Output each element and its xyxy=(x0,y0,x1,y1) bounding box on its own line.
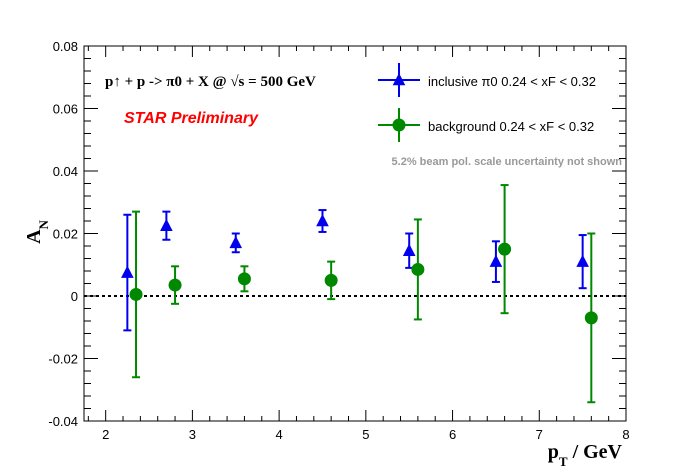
inclusive-point xyxy=(316,209,329,233)
inclusive-marker xyxy=(576,254,589,267)
x-axis-title: pT / GeV xyxy=(548,441,623,469)
y-tick-label: 0 xyxy=(71,289,78,304)
background-marker xyxy=(411,262,425,276)
background-point xyxy=(168,265,182,305)
inclusive-point xyxy=(160,210,173,241)
legend-marker xyxy=(392,73,406,86)
legend: inclusive π0 0.24 < xF < 0.32 background… xyxy=(378,63,596,142)
background-marker xyxy=(168,278,182,292)
y-axis-title: AN xyxy=(23,219,51,243)
inclusive-marker xyxy=(121,265,134,278)
reaction-label: p↑ + p -> π0 + X @ √s = 500 GeV xyxy=(105,74,316,90)
background-marker xyxy=(237,272,251,286)
background-marker xyxy=(498,242,512,256)
x-tick-label: 4 xyxy=(276,427,283,442)
inclusive-marker xyxy=(316,214,329,227)
x-tick-label: 5 xyxy=(362,427,369,442)
preliminary-label: STAR Preliminary xyxy=(124,110,259,127)
y-tick-label: -0.02 xyxy=(48,352,78,367)
plot-frame xyxy=(83,45,627,422)
background-point xyxy=(498,184,512,315)
inclusive-point xyxy=(229,232,243,254)
legend-entry-inclusive xyxy=(378,63,420,97)
background-marker xyxy=(584,311,598,325)
y-tick-label: 0.08 xyxy=(53,39,78,54)
x-tick-label: 6 xyxy=(449,427,456,442)
x-tick-label: 3 xyxy=(189,427,196,442)
axis-ticks: 2 3 4 5 6 7 8 -0.04 -0.02 0 0.02 0.04 0.06 0.08 xyxy=(48,39,629,442)
y-tick-label: 0.04 xyxy=(53,164,78,179)
y-tick-label: -0.04 xyxy=(48,414,78,429)
x-tick-label: 2 xyxy=(102,427,109,442)
legend-entry-background xyxy=(378,108,420,142)
background-point xyxy=(584,232,598,404)
inclusive-marker xyxy=(160,218,173,231)
background-point xyxy=(324,260,338,301)
inclusive-point xyxy=(402,232,416,269)
background-point xyxy=(129,210,143,379)
legend-label-background: background 0.24 < xF < 0.32 xyxy=(428,119,594,134)
inclusive-point xyxy=(576,234,589,290)
polarization-note: 5.2% beam pol. scale uncertainty not sho… xyxy=(392,156,623,168)
background-point xyxy=(411,218,425,321)
legend-label-inclusive: inclusive π0 0.24 < xF < 0.32 xyxy=(428,74,596,89)
x-tick-label: 7 xyxy=(536,427,543,442)
background-marker xyxy=(324,273,338,287)
inclusive-point xyxy=(121,213,134,332)
inclusive-marker xyxy=(229,235,243,249)
inclusive-point xyxy=(489,240,503,283)
data-points xyxy=(121,184,598,404)
legend-marker xyxy=(392,118,406,132)
y-tick-label: 0.06 xyxy=(53,102,78,117)
y-tick-label: 0.02 xyxy=(53,227,78,242)
inclusive-marker xyxy=(402,243,416,256)
inclusive-marker xyxy=(489,254,503,267)
x-tick-label: 8 xyxy=(622,427,629,442)
background-point xyxy=(237,265,251,293)
background-marker xyxy=(129,287,143,301)
